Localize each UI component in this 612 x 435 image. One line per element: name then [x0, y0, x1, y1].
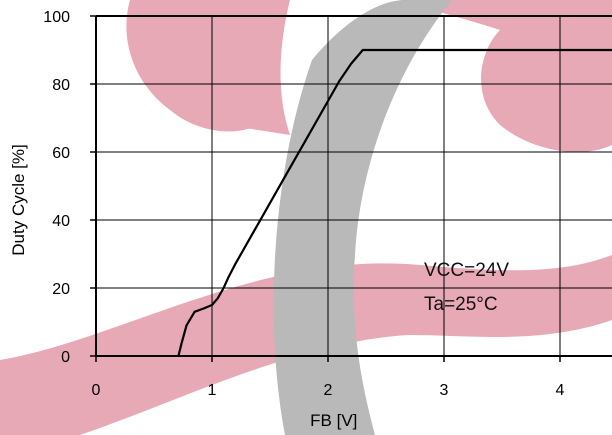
y-tick-label: 0 [61, 349, 70, 366]
duty-cycle-series-line [177, 48, 612, 358]
y-tick-label: 20 [52, 281, 70, 298]
watermark-red-arc-right [400, 0, 612, 153]
x-axis-title: FB [V] [310, 411, 357, 430]
x-tick-label: 2 [324, 382, 333, 399]
annotation-vcc: VCC=24V [424, 260, 509, 281]
tick-labels: 0 20 40 60 80 100 0 1 2 3 4 [43, 9, 564, 399]
watermark-gray-sweep [273, 0, 452, 435]
watermark-red-hook-left [126, 0, 275, 132]
grid-lines [96, 16, 612, 356]
y-tick-label: 60 [52, 145, 70, 162]
x-tick-label: 0 [92, 382, 101, 399]
y-tick-label: 40 [52, 213, 70, 230]
annotation-temperature: Ta=25°C [424, 294, 498, 315]
x-tick-label: 4 [556, 382, 565, 399]
y-axis-title: Duty Cycle [%] [9, 144, 28, 255]
x-tick-label: 3 [440, 382, 449, 399]
y-tick-label: 100 [43, 9, 70, 26]
y-tick-label: 80 [52, 77, 70, 94]
axes [90, 15, 612, 362]
x-tick-label: 1 [208, 382, 217, 399]
